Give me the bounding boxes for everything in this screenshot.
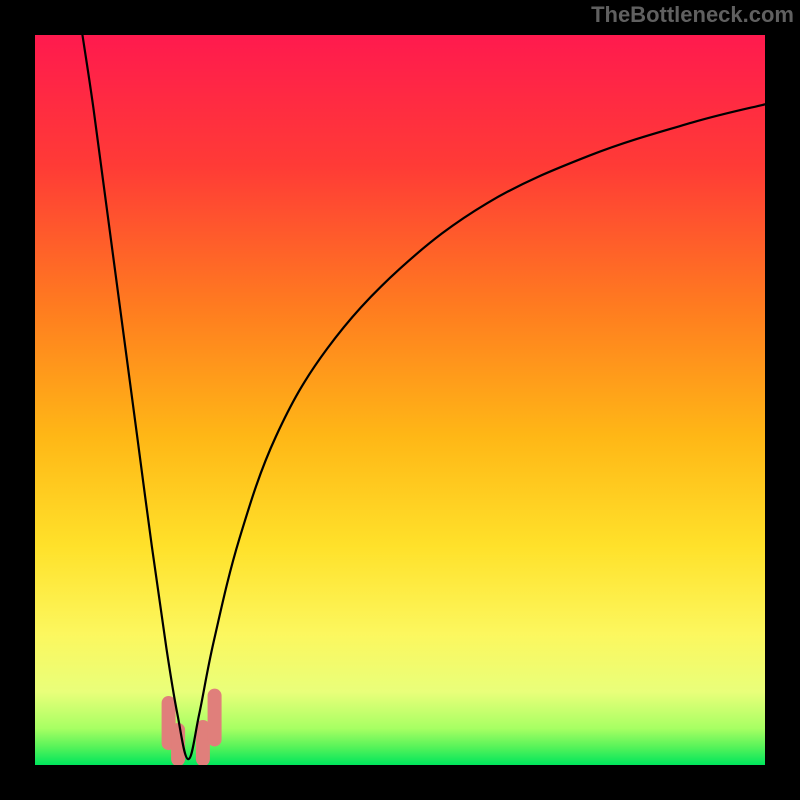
plot-area [35,35,765,765]
attribution-text: TheBottleneck.com [591,0,794,30]
green-bottom-band [35,729,765,766]
chart-root: TheBottleneck.com [0,0,800,800]
bottleneck-plot-svg [35,35,765,765]
gradient-background [35,35,765,765]
